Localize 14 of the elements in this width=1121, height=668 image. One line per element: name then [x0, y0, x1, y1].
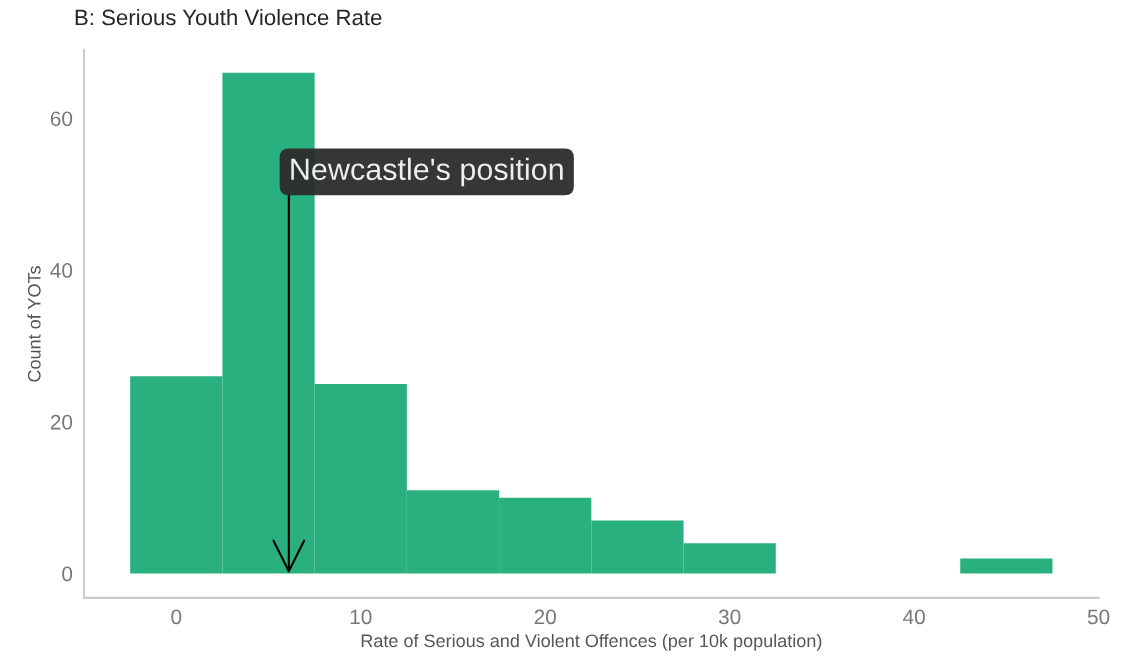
x-tick-label: 40 [903, 609, 925, 625]
x-axis-title: Rate of Serious and Violent Offences (per 10k population) [361, 633, 822, 651]
x-tick-label: 30 [718, 609, 741, 625]
x-tick-label: 50 [1087, 609, 1110, 625]
y-tick-label: 0 [62, 566, 73, 582]
annotation: Newcastle's position [291, 157, 563, 187]
y-tick-label: 40 [50, 263, 73, 278]
chart-title: B: Serious Youth Violence Rate [75, 9, 382, 26]
x-tick-label: 0 [171, 609, 182, 625]
y-tick-label: 20 [50, 414, 73, 430]
y-tick-label: 60 [50, 111, 73, 127]
x-tick-label: 20 [534, 609, 556, 625]
y-axis-title: Count of YOTs [27, 266, 41, 382]
x-tick-label: 10 [350, 609, 372, 625]
